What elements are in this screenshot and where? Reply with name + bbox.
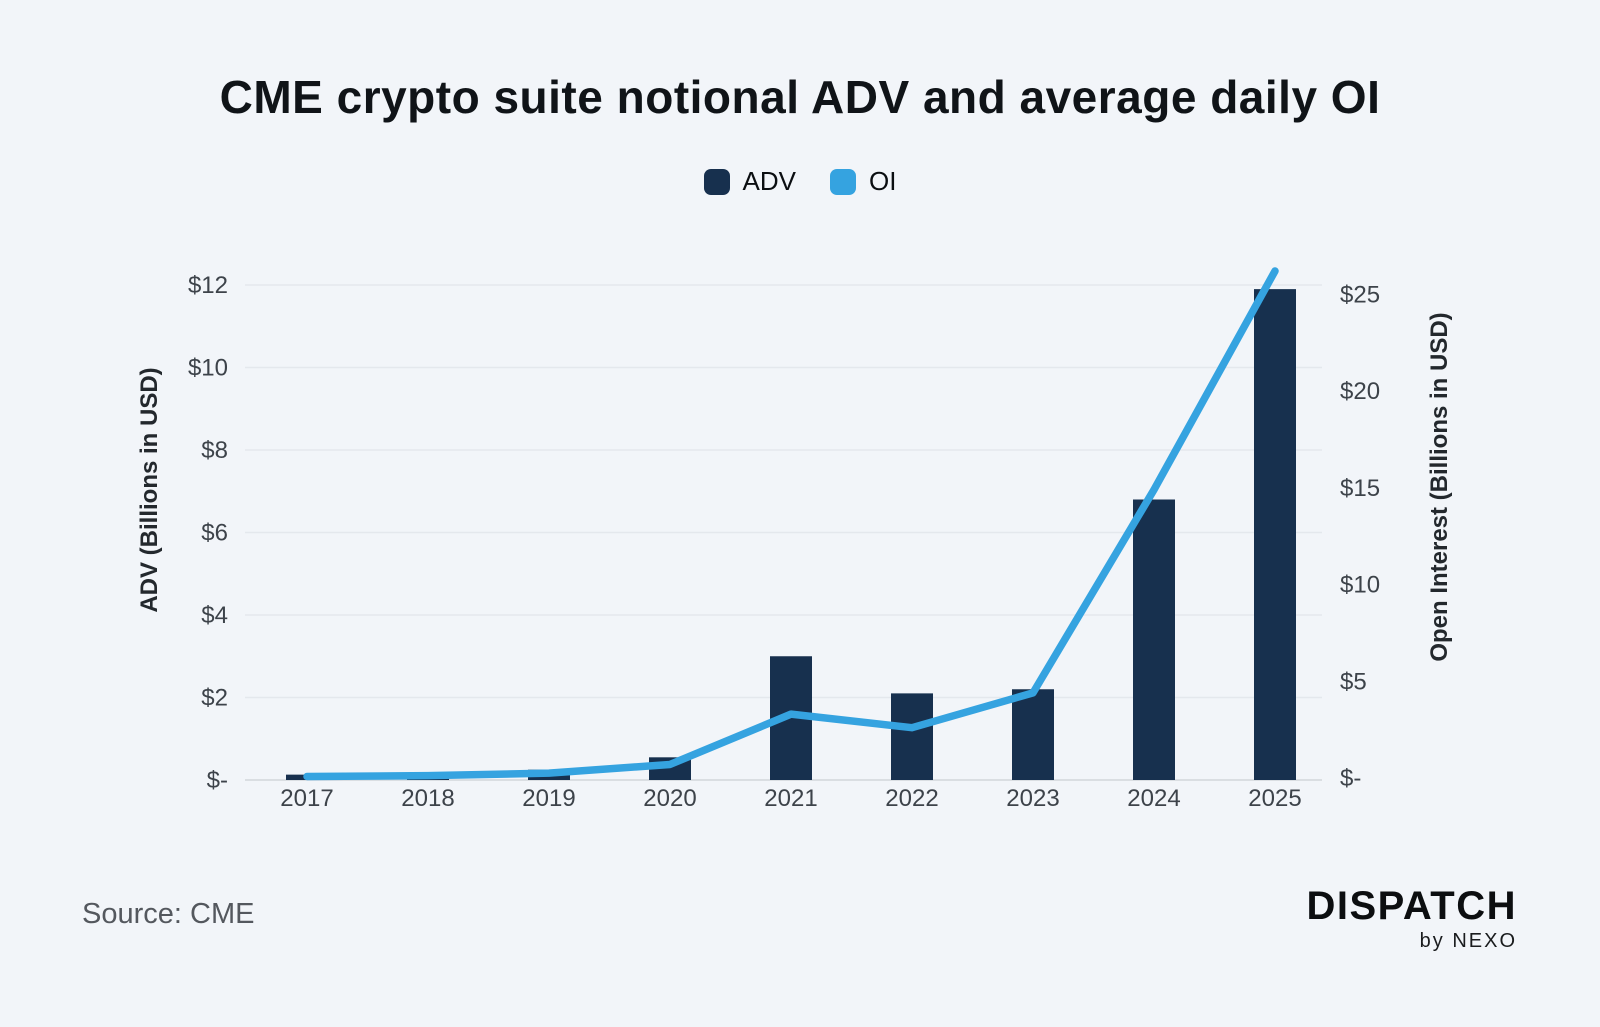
x-axis-label-2019: 2019 <box>522 785 575 812</box>
left-axis-tick-label: $10 <box>188 355 228 382</box>
left-axis-tick-label: $6 <box>201 520 228 547</box>
x-axis-label-2023: 2023 <box>1006 785 1059 812</box>
right-axis-tick-label: $20 <box>1340 378 1380 405</box>
right-axis-tick-label: $10 <box>1340 572 1380 599</box>
oi-line <box>303 267 1279 781</box>
right-axis-title: Open Interest (Billions in USD) <box>1426 312 1453 662</box>
legend-item-adv: ADV <box>703 166 796 197</box>
dispatch-logo: DISPATCH by NEXO <box>1306 886 1517 953</box>
x-axis-label-2025: 2025 <box>1248 785 1301 812</box>
adv-bar-2022 <box>891 693 933 780</box>
x-axis-label-2024: 2024 <box>1127 785 1180 812</box>
x-axis-label-2017: 2017 <box>280 785 333 812</box>
legend-label-adv: ADV <box>742 166 796 196</box>
chart-legend: ADV OI <box>0 166 1600 197</box>
right-axis-tick-label: $5 <box>1340 668 1367 695</box>
source-note: Source: CME <box>82 898 255 930</box>
right-axis-tick-label: $25 <box>1340 281 1380 308</box>
logo-wordmark: DISPATCH <box>1306 884 1517 928</box>
adv-bar-2024 <box>1133 499 1175 780</box>
left-axis-tick-label: $4 <box>201 602 228 629</box>
right-axis-tick-label: $- <box>1340 765 1361 792</box>
legend-item-oi: OI <box>830 166 896 197</box>
left-axis-tick-label: $12 <box>188 272 228 299</box>
adv-bar-2023 <box>1012 689 1054 780</box>
adv-color-swatch-icon <box>703 168 730 195</box>
right-axis-tick-label: $15 <box>1340 475 1380 502</box>
x-axis-label-2021: 2021 <box>764 785 817 812</box>
x-axis-label-2020: 2020 <box>643 785 696 812</box>
left-axis-tick-label: $- <box>207 767 228 794</box>
legend-label-oi: OI <box>869 166 897 196</box>
left-axis-title: ADV (Billions in USD) <box>136 367 163 613</box>
oi-color-swatch-icon <box>830 168 856 195</box>
left-axis-tick-label: $8 <box>201 437 228 464</box>
logo-byline: by NEXO <box>1419 930 1517 952</box>
page-title: CME crypto suite notional ADV and averag… <box>219 71 1381 123</box>
x-axis-label-2018: 2018 <box>401 785 454 812</box>
adv-bar-2025 <box>1254 289 1296 780</box>
left-axis-tick-label: $2 <box>201 685 228 712</box>
x-axis-label-2022: 2022 <box>885 785 938 812</box>
